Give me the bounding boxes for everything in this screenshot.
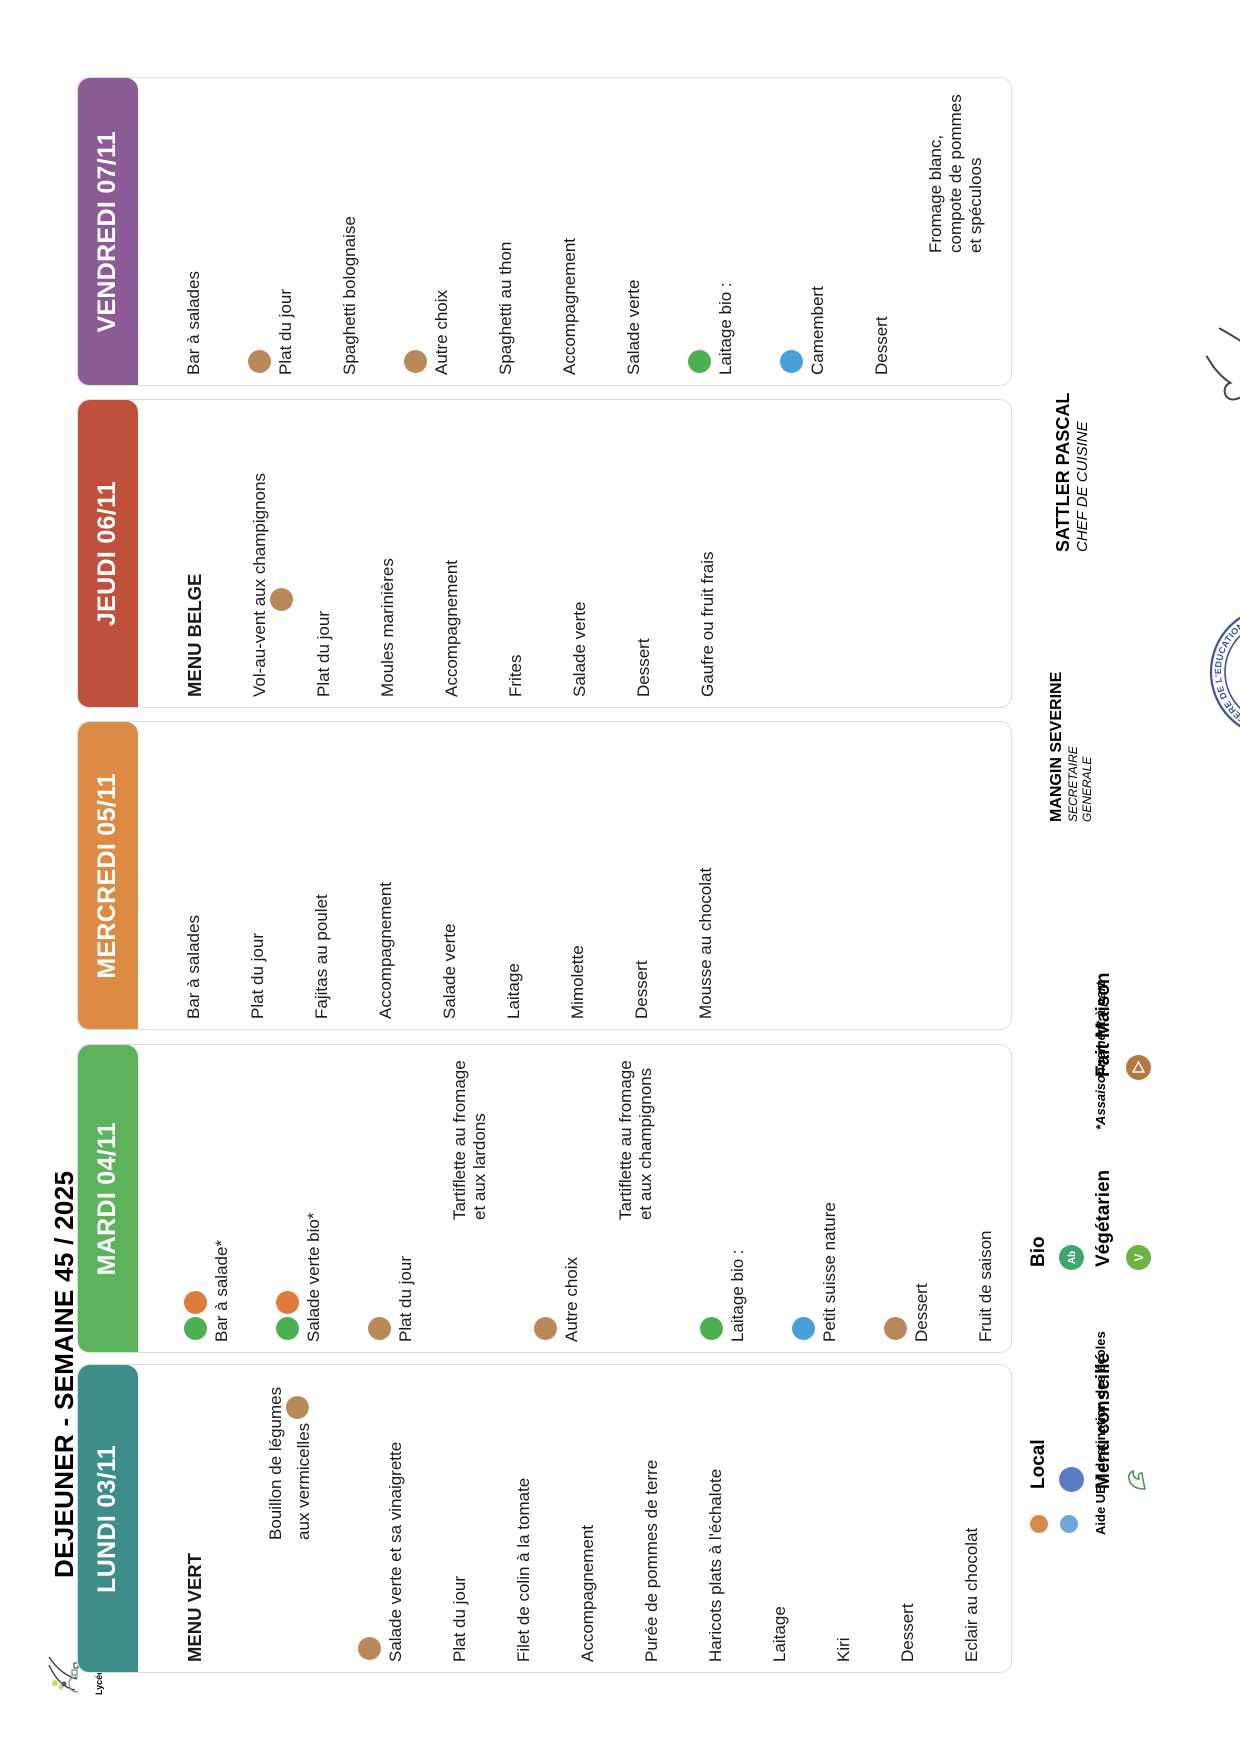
svg-text:Ab: Ab: [1067, 1251, 1078, 1264]
svg-text:MINISTERE DE L'EDUCATION NATIO: MINISTERE DE L'EDUCATION NATIONALE: [1193, 609, 1240, 752]
svg-text:V: V: [1132, 1253, 1146, 1261]
